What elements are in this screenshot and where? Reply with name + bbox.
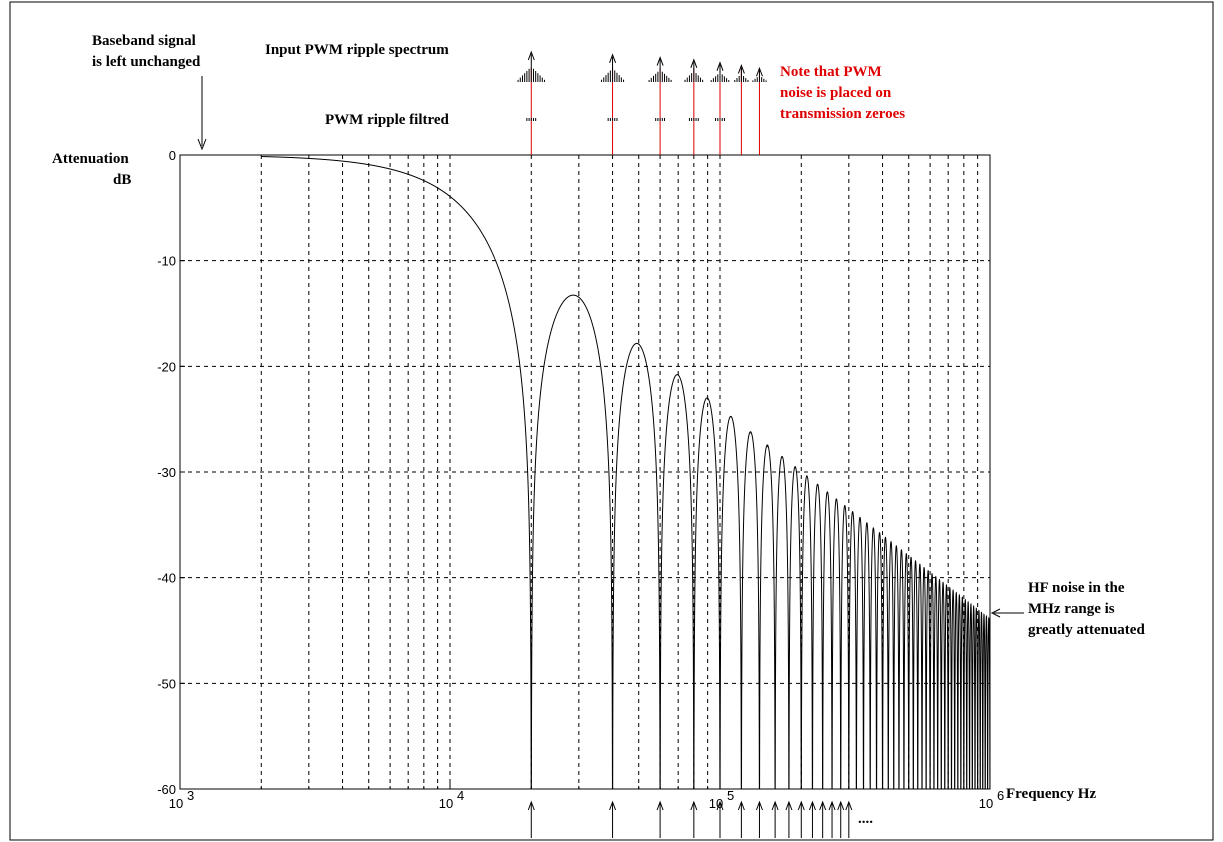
x-tick-label: 10	[709, 796, 723, 811]
input-spectrum-arrow	[527, 50, 535, 61]
bottom-harmonic-arrowhead	[837, 800, 845, 811]
y-tick-label: 0	[169, 148, 176, 163]
x-tick-label: 10	[169, 796, 183, 811]
x-tick-exponent: 3	[187, 788, 194, 803]
lobe-peak-point	[961, 597, 963, 599]
input-spectrum-arrow	[755, 66, 763, 77]
bottom-harmonic-arrowhead	[609, 800, 617, 811]
input-spectrum-arrow	[690, 58, 698, 69]
lobe-peak-point	[677, 374, 679, 376]
curve-layer	[261, 156, 991, 790]
lobe-peak-point	[878, 532, 881, 534]
bottom-harmonic-arrowhead	[527, 800, 535, 811]
note-line-3: transmission zeroes	[780, 106, 905, 122]
lobe-peak-point	[927, 570, 929, 572]
bottom-harmonic-arrowhead	[845, 800, 853, 811]
x-tick-exponent: 5	[727, 788, 734, 803]
hf-noise-line-1: HF noise in the	[1028, 580, 1125, 596]
x-tick-label: 10	[439, 796, 453, 811]
y-tick-label: -20	[157, 359, 176, 374]
input-spectrum-arrow	[609, 53, 617, 63]
baseband-annotation-line-2: is left unchanged	[92, 54, 201, 70]
marker-layer	[517, 50, 853, 838]
input-spectrum-arrow	[656, 56, 664, 66]
y-axis-label-line-1: Attenuation	[52, 151, 129, 167]
note-line-2: noise is placed on	[780, 85, 892, 101]
x-tick-exponent: 4	[457, 788, 464, 803]
y-tick-label: -10	[157, 254, 176, 269]
hf-noise-arrow-head	[990, 608, 1001, 618]
bottom-harmonic-arrowhead	[716, 800, 724, 811]
lobe-peak-point	[781, 456, 783, 458]
lobe-peak-point	[988, 618, 990, 620]
bottom-harmonic-arrowhead	[785, 800, 793, 811]
x-tick-label: 10	[979, 796, 993, 811]
x-tick-exponent: 6	[997, 788, 1004, 803]
bottom-harmonic-arrowhead	[755, 800, 763, 811]
bottom-harmonic-arrowhead	[690, 800, 698, 811]
y-tick-label: -40	[157, 571, 176, 586]
baseband-annotation-line-1: Baseband signal	[92, 33, 196, 49]
frame-border	[9, 1, 1214, 841]
input-spectrum-label: Input PWM ripple spectrum	[265, 42, 449, 58]
bottom-harmonic-arrowhead	[737, 800, 745, 811]
bottom-harmonic-arrowhead	[828, 800, 836, 811]
bottom-harmonic-arrowhead	[819, 800, 827, 811]
filtered-ripple-label: PWM ripple filtred	[325, 112, 450, 128]
y-tick-label: -50	[157, 676, 176, 691]
bottom-harmonic-arrowhead	[656, 800, 664, 811]
x-axis-label: Frequency Hz	[1006, 786, 1096, 802]
hf-noise-line-3: greatly attenuated	[1028, 622, 1145, 638]
lobe-peak-point	[638, 343, 640, 345]
lobe-peak-point	[794, 467, 796, 469]
bottom-ellipsis: ....	[858, 811, 873, 827]
bottom-harmonic-arrowhead	[771, 800, 779, 811]
lobe-peak-point	[578, 294, 580, 297]
hf-noise-line-2: MHz range is	[1028, 601, 1115, 617]
note-line-1: Note that PWM	[780, 64, 882, 80]
lobe-peak-point	[707, 398, 709, 400]
lobe-peak-point	[730, 416, 732, 418]
input-spectrum-arrow	[716, 61, 724, 71]
baseband-arrow-head	[197, 138, 207, 151]
bottom-harmonic-arrowhead	[797, 800, 805, 811]
y-tick-label: -60	[157, 782, 176, 797]
attenuation-curve	[261, 156, 991, 790]
input-spectrum-arrow	[737, 64, 745, 74]
bottom-harmonic-arrowhead	[808, 800, 816, 811]
y-tick-label: -30	[157, 465, 176, 480]
y-axis-label-line-2: dB	[113, 172, 131, 188]
lobe-peak-point	[766, 446, 769, 448]
lobe-peak-point	[750, 432, 752, 434]
